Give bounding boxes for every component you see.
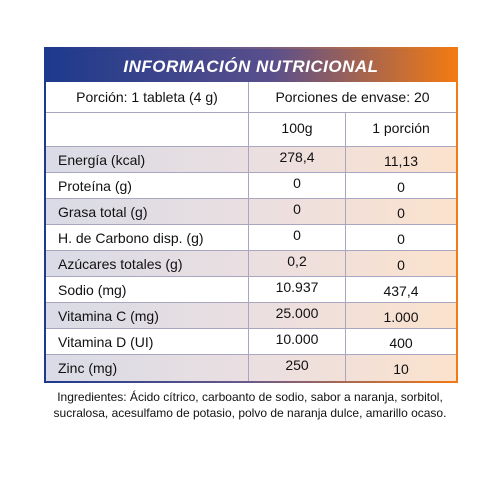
column-header-row: 100g 1 porción [46, 113, 456, 147]
serving-size: Porción: 1 tableta (4 g) [76, 89, 218, 105]
value-portion: 10 [345, 355, 456, 381]
nutrient-name: Energía (kcal) [58, 152, 146, 168]
nutrition-table: INFORMACIÓN NUTRICIONAL Porción: 1 table… [44, 47, 458, 383]
value-portion: 11,13 [345, 147, 456, 172]
value-portion: 0 [345, 199, 456, 224]
column-header: 100g [248, 113, 345, 146]
nutrient-name: Proteína (g) [58, 178, 132, 194]
value-100g: 0 [248, 199, 345, 224]
serving-row: Porción: 1 tableta (4 g) Porciones de en… [46, 82, 456, 113]
column-header: 1 porción [345, 113, 456, 146]
nutrient-row: Vitamina D (UI) 10.000 400 [46, 329, 456, 355]
nutrient-row: Sodio (mg) 10.937 437,4 [46, 277, 456, 303]
nutrient-row: Proteína (g) 0 0 [46, 173, 456, 199]
value-100g: 25.000 [248, 303, 345, 328]
table-body: INFORMACIÓN NUTRICIONAL Porción: 1 table… [46, 49, 456, 381]
nutrient-name: Sodio (mg) [58, 282, 127, 298]
nutrient-row: Azúcares totales (g) 0,2 0 [46, 251, 456, 277]
servings-per-container: Porciones de envase: 20 [248, 82, 456, 112]
ingredients: Ingredientes: Ácido cítrico, carboanto d… [53, 390, 447, 420]
value-portion: 400 [345, 329, 456, 354]
nutrient-name: Grasa total (g) [58, 204, 148, 220]
nutrient-name: H. de Carbono disp. (g) [58, 230, 204, 246]
value-100g: 0,2 [248, 251, 345, 276]
value-portion: 0 [345, 251, 456, 276]
nutrient-name: Vitamina C (mg) [58, 308, 159, 324]
nutrient-row: Energía (kcal) 278,4 11,13 [46, 147, 456, 173]
value-100g: 10.937 [248, 277, 345, 302]
value-portion: 437,4 [345, 277, 456, 302]
value-portion: 1.000 [345, 303, 456, 328]
table-title: INFORMACIÓN NUTRICIONAL [46, 49, 456, 82]
nutrient-row: Zinc (mg) 250 10 [46, 355, 456, 381]
nutrient-row: Vitamina C (mg) 25.000 1.000 [46, 303, 456, 329]
nutrient-name: Zinc (mg) [58, 360, 118, 376]
value-100g: 250 [248, 355, 345, 381]
value-100g: 0 [248, 173, 345, 198]
value-portion: 0 [345, 225, 456, 250]
value-portion: 0 [345, 173, 456, 198]
value-100g: 278,4 [248, 147, 345, 172]
nutrient-row: H. de Carbono disp. (g) 0 0 [46, 225, 456, 251]
value-100g: 0 [248, 225, 345, 250]
nutrient-row: Grasa total (g) 0 0 [46, 199, 456, 225]
value-100g: 10.000 [248, 329, 345, 354]
nutrient-name: Azúcares totales (g) [58, 256, 183, 272]
nutrient-name: Vitamina D (UI) [58, 334, 154, 350]
